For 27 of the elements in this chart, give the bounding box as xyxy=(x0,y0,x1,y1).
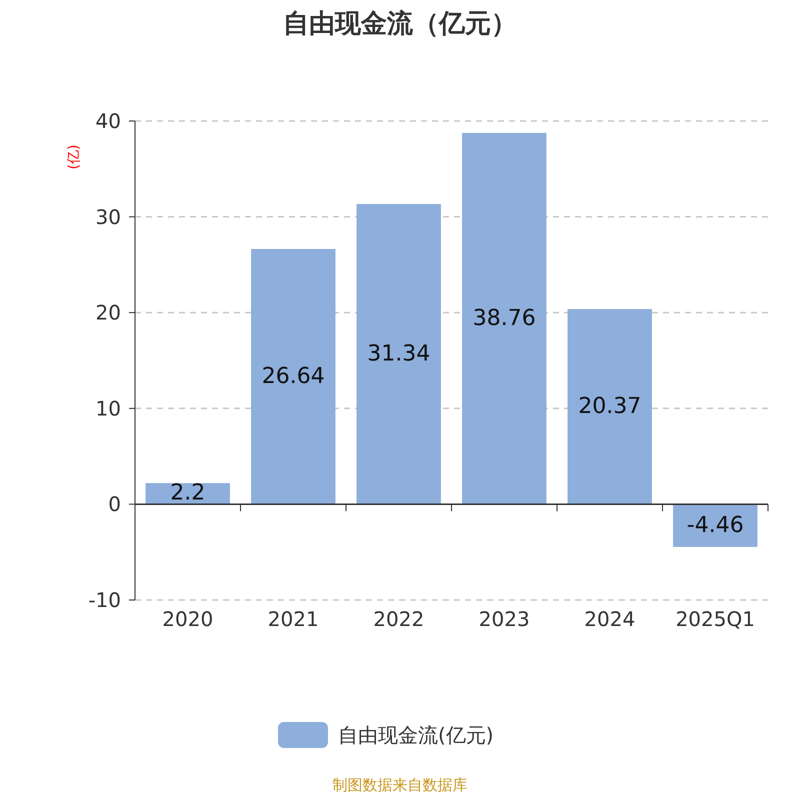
chart-title: 自由现金流（亿元） xyxy=(283,9,517,39)
y-tick-label: 20 xyxy=(96,300,121,325)
data-label: 20.37 xyxy=(578,394,642,420)
y-tick-label: 10 xyxy=(96,396,121,420)
y-tick-label: 30 xyxy=(96,204,121,229)
text: 制图数据来自数据库 xyxy=(332,776,468,794)
x-tick-label: 2024 xyxy=(584,607,636,631)
bar xyxy=(251,248,336,504)
x-tick-label: 2025Q1 xyxy=(676,607,755,631)
x-tick-label: 2020 xyxy=(162,607,214,631)
data-label: 26.64 xyxy=(262,364,325,390)
x-tick-label: 2022 xyxy=(373,607,424,631)
legend-label: 自由现金流(亿元) xyxy=(338,723,494,747)
bar xyxy=(568,309,652,504)
bar xyxy=(356,204,441,504)
y-tick-label: 0 xyxy=(108,492,121,516)
data-label: 2.2 xyxy=(170,480,206,506)
data-label: 38.76 xyxy=(472,306,536,332)
bar xyxy=(462,132,546,504)
y-tick-label: -10 xyxy=(88,588,121,612)
y-axis-title: (亿) xyxy=(66,144,82,170)
x-tick-label: 2021 xyxy=(268,607,319,631)
data-label: 31.34 xyxy=(367,342,430,367)
x-tick-label: 2023 xyxy=(478,607,530,631)
y-tick-label: 40 xyxy=(96,109,121,133)
bar xyxy=(673,504,758,547)
data-label: -4.46 xyxy=(686,513,744,538)
